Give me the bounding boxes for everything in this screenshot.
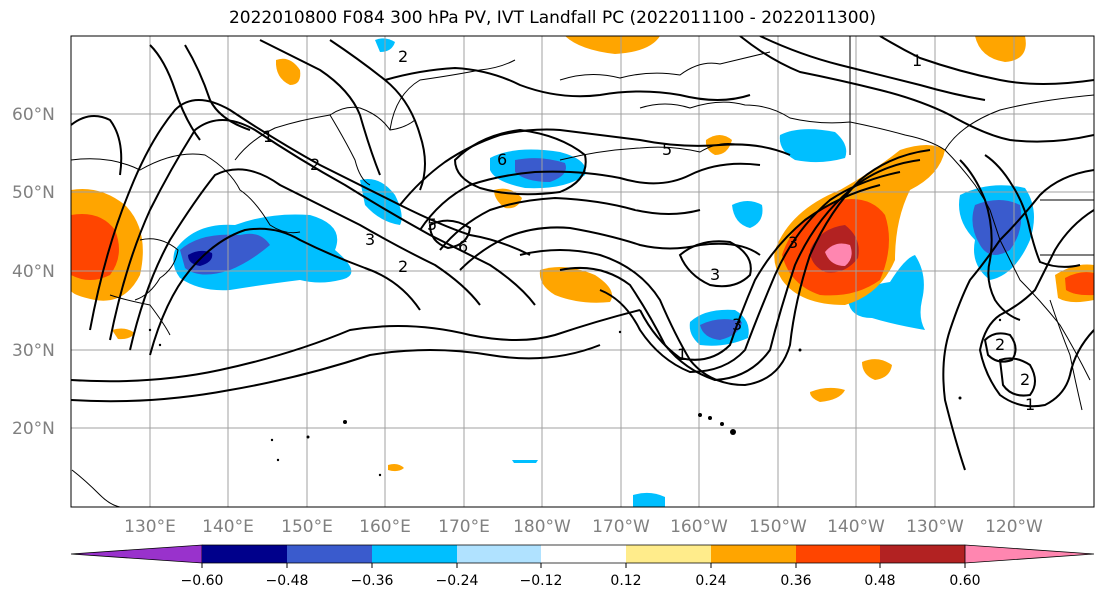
contour-label: 2 [398,257,408,276]
positive-anomaly-okhotsk [275,58,301,85]
islands [148,318,1002,477]
negative-anomaly-east-pacific [848,255,925,330]
contour-labels: 1 2 3 5 6 6 5 3 3 1 3 2 1 2 1 2 2 [263,47,1035,414]
positive-anomaly-arctic [565,36,660,54]
negative-anomaly-west-coast-core [972,200,1022,255]
contour-label: 3 [732,315,742,334]
shaded-field [71,36,1094,507]
map-area: 1 2 3 5 6 6 5 3 3 1 3 2 1 2 1 2 2 [70,35,1095,508]
contour-label: 6 [497,150,507,169]
contour-label: 1 [263,127,273,146]
lon-label: 130°E [124,517,176,537]
contour-label: 2 [995,335,1005,354]
colorbar-tick-label: 0.48 [864,573,895,589]
positive-anomaly-small-3 [862,359,892,380]
lat-label: 50°N [12,183,55,203]
colorbar-segment [457,545,541,563]
contour-label: 1 [912,51,922,70]
lon-label: 160°E [359,517,411,537]
lon-label: 150°W [749,517,807,537]
contour-label: 1 [1025,395,1035,414]
contour-label: 2 [310,155,320,174]
colorbar-extend-low [70,544,203,564]
positive-anomaly-small-5 [112,328,135,340]
colorbar-segment [372,545,457,563]
contour-label: 5 [427,215,437,234]
contour-label: 1 [677,345,687,364]
colorbar-tick-label: 0.24 [695,573,726,589]
contour-label: 6 [458,237,468,256]
negative-anomaly-small-4 [512,460,538,463]
negative-anomaly-alaska [779,129,847,163]
lon-label: 150°E [281,517,333,537]
colorbar-tick-label: −0.36 [351,573,394,589]
latitude-labels: 60°N 50°N 40°N 30°N 20°N [12,105,55,439]
colorbar-segment [541,545,626,563]
contour-label: 3 [788,233,798,252]
colorbar-tick-label: −0.12 [520,573,563,589]
positive-anomaly-mid-pacific [539,266,613,303]
lon-label: 140°W [827,517,885,537]
positive-anomaly-japan-core [71,214,119,280]
colorbar-segment [626,545,711,563]
positive-anomaly-arctic-east [975,36,1026,62]
colorbar-segment [287,545,372,563]
positive-anomaly-gulf-of-alaska-center [825,243,852,266]
lat-label: 60°N [12,105,55,125]
lat-label: 30°N [12,341,55,361]
negative-anomaly-small-2 [633,492,665,507]
coastlines [71,36,1094,507]
negative-anomaly-subtropical-core [700,319,742,340]
contour-label: 3 [710,265,720,284]
lon-label: 160°W [670,517,728,537]
colorbar-tick-label: 0.36 [780,573,811,589]
negative-anomaly-small [732,201,763,228]
contour-label: 3 [365,230,375,249]
lat-label: 20°N [12,419,55,439]
contour-label: 2 [1020,370,1030,389]
colorbar-tick-label: 0.60 [949,573,980,589]
lon-label: 140°E [202,517,254,537]
pv-contours [71,36,1094,471]
colorbar-tick-label: −0.48 [266,573,309,589]
colorbar-tick-label: −0.60 [181,573,224,589]
negative-anomaly-bering-core [515,158,566,182]
colorbar-segment [711,545,796,563]
map-frame [70,35,1095,508]
colorbar-segment [202,545,287,563]
lat-label: 40°N [12,262,55,282]
longitude-labels: 130°E 140°E 150°E 160°E 170°E 180°W 170°… [124,517,1043,537]
colorbar-extend-high [964,544,1095,564]
colorbar-segment [880,545,965,563]
colorbar-tick-label: −0.24 [436,573,479,589]
contour-label: 2 [398,47,408,66]
positive-anomaly-small-6 [388,464,404,472]
map-title: 2022010800 F084 300 hPa PV, IVT Landfall… [228,8,876,28]
colorbar-tick-label: 0.12 [610,573,641,589]
lon-label: 120°W [985,517,1043,537]
colorbar-segment [796,545,880,563]
lon-label: 130°W [906,517,964,537]
lon-label: 180°W [513,517,571,537]
positive-anomaly-small-4 [810,387,845,402]
lon-label: 170°W [592,517,650,537]
positive-anomaly-east-edge-core [1065,272,1094,296]
lon-label: 170°E [438,517,490,537]
colorbar: −0.60 −0.48 −0.36 −0.24 −0.12 0.12 0.24 … [70,544,1095,589]
contour-label: 5 [662,140,672,159]
